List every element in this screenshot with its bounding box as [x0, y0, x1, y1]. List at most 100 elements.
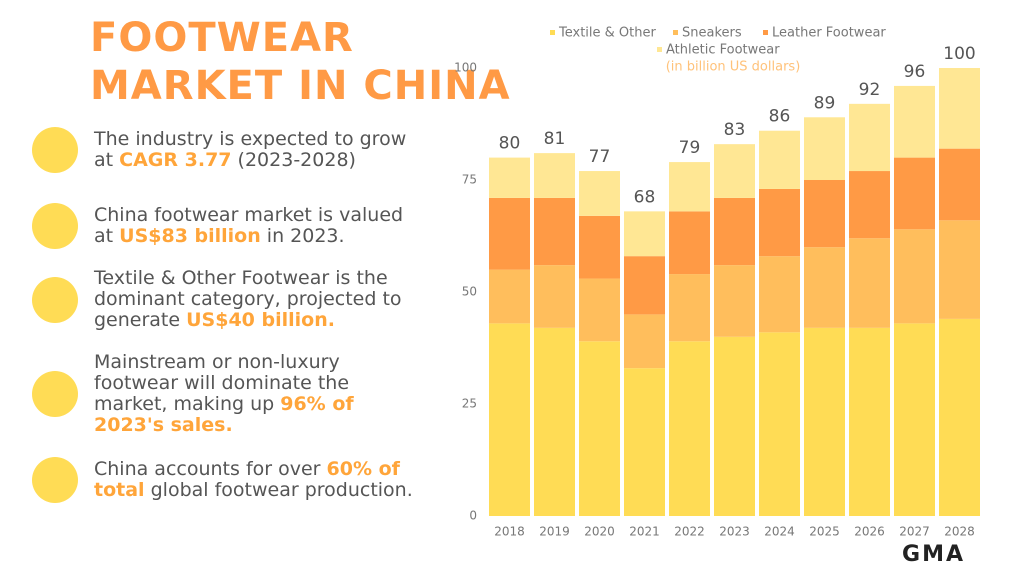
- bullet: Textile & Other Footwear is the dominant…: [32, 268, 432, 331]
- total-label: 100: [943, 44, 975, 64]
- bullet-text: Mainstream or non-luxury footwear will d…: [94, 352, 424, 436]
- x-tick-label: 2024: [764, 525, 795, 539]
- bar-segment: [759, 188, 800, 257]
- bar-segment: [894, 229, 935, 324]
- bullet-dot: [32, 371, 78, 417]
- bullet-text: China footwear market is valued at US$83…: [94, 205, 424, 247]
- bar-segment: [669, 162, 710, 212]
- bar-segment: [849, 103, 890, 172]
- bar-segment: [534, 153, 575, 198]
- bar-segment: [939, 68, 980, 149]
- bar-segment: [534, 327, 575, 516]
- bar-segment: [804, 247, 845, 328]
- x-tick-label: 2027: [899, 525, 930, 539]
- legend-label: Sneakers: [682, 26, 742, 41]
- bar-segment: [624, 211, 665, 257]
- total-label: 79: [679, 138, 701, 158]
- title: FOOTWEAR MARKET IN CHINA: [90, 14, 511, 110]
- bullet-dot: [32, 127, 78, 173]
- x-tick-label: 2020: [584, 525, 615, 539]
- legend-label: Athletic Footwear: [666, 43, 780, 58]
- bar-segment: [534, 265, 575, 328]
- chart-subtitle: (in billion US dollars): [666, 60, 801, 75]
- bar-segment: [714, 336, 755, 516]
- highlight: CAGR 3.77: [119, 149, 232, 171]
- bar-segment: [669, 211, 710, 275]
- text-run: (2023-2028): [231, 149, 356, 171]
- bullet: China footwear market is valued at US$83…: [32, 203, 432, 249]
- x-tick-label: 2023: [719, 525, 750, 539]
- bar-segment: [759, 130, 800, 189]
- y-tick-label: 75: [462, 173, 477, 187]
- legend-swatch: [673, 30, 678, 35]
- x-tick-label: 2018: [494, 525, 525, 539]
- bar-segment: [894, 85, 935, 158]
- text-run: The industry is expected to grow at: [94, 128, 407, 171]
- text-run: Mainstream or non-luxury footwear will d…: [94, 351, 350, 415]
- bar-segment: [579, 171, 620, 216]
- bar-segment: [624, 368, 665, 516]
- bar-segment: [669, 341, 710, 516]
- x-tick-label: 2028: [944, 525, 975, 539]
- bar-segment: [759, 256, 800, 333]
- x-tick-label: 2026: [854, 525, 885, 539]
- bar-segment: [939, 220, 980, 319]
- x-tick-label: 2021: [629, 525, 660, 539]
- y-tick-label: 100: [454, 61, 477, 75]
- text-run: Textile & Other Footwear is the dominant…: [94, 267, 402, 331]
- total-label: 77: [589, 147, 611, 167]
- bullet-dot: [32, 457, 78, 503]
- y-tick-label: 25: [462, 397, 477, 411]
- total-label: 89: [814, 93, 836, 113]
- bar-segment: [939, 148, 980, 221]
- bar-segment: [624, 256, 665, 315]
- total-label: 92: [859, 80, 881, 100]
- bar-segment: [849, 327, 890, 516]
- bar-segment: [534, 197, 575, 266]
- bar-segment: [714, 265, 755, 337]
- title-line: MARKET IN CHINA: [90, 63, 511, 109]
- y-tick-label: 50: [462, 285, 477, 299]
- bar-segment: [939, 318, 980, 516]
- highlight: US$83 billion: [119, 225, 261, 247]
- bar-segment: [759, 332, 800, 516]
- bar-segment: [579, 341, 620, 516]
- bullet-text: The industry is expected to grow at CAGR…: [94, 129, 424, 171]
- x-tick-label: 2025: [809, 525, 840, 539]
- total-label: 86: [769, 107, 791, 127]
- bar-segment: [894, 323, 935, 516]
- bar-segment: [579, 278, 620, 342]
- bullet-text: China accounts for over 60% of total glo…: [94, 459, 424, 501]
- bar-segment: [714, 197, 755, 266]
- bar-segment: [849, 171, 890, 239]
- total-label: 83: [724, 120, 746, 140]
- bar-segment: [894, 157, 935, 230]
- bar-segment: [804, 180, 845, 248]
- x-tick-label: 2022: [674, 525, 705, 539]
- y-tick-label: 0: [469, 509, 477, 523]
- logo: GMA: [902, 542, 965, 567]
- total-label: 96: [904, 62, 926, 82]
- bar-segment: [849, 238, 890, 328]
- highlight: 96% of 2023's sales.: [94, 393, 354, 436]
- bar-segment: [624, 314, 665, 369]
- bar-segment: [489, 269, 530, 324]
- bar-segment: [579, 215, 620, 279]
- legend-swatch: [550, 30, 555, 35]
- bullet-text: Textile & Other Footwear is the dominant…: [94, 268, 424, 331]
- bullet: Mainstream or non-luxury footwear will d…: [32, 352, 432, 436]
- text-run: China accounts for over: [94, 458, 327, 480]
- total-label: 81: [544, 129, 566, 149]
- legend-label: Leather Footwear: [772, 26, 886, 41]
- bullet-dot: [32, 203, 78, 249]
- bar-segment: [489, 157, 530, 198]
- highlight: US$40 billion.: [186, 309, 335, 331]
- legend-label: Textile & Other: [558, 26, 656, 41]
- bar-segment: [804, 117, 845, 180]
- title-line: FOOTWEAR: [90, 15, 354, 61]
- text-run: global footwear production.: [144, 479, 413, 501]
- x-tick-label: 2019: [539, 525, 570, 539]
- total-label: 80: [499, 134, 521, 154]
- bar-segment: [669, 274, 710, 342]
